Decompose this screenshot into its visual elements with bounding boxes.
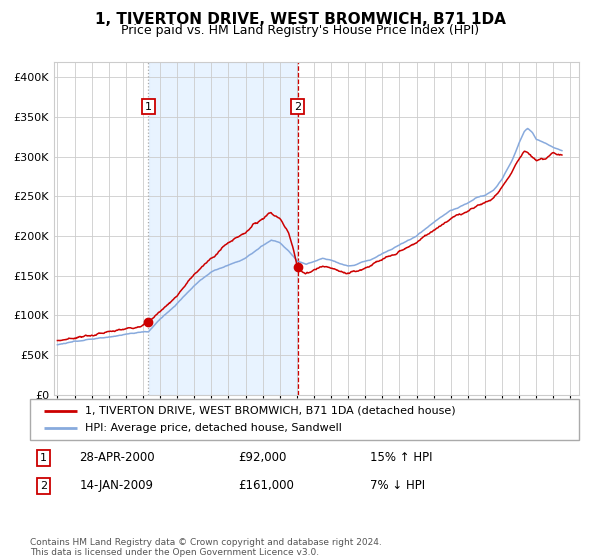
Text: 28-APR-2000: 28-APR-2000 [79, 451, 155, 464]
Text: Contains HM Land Registry data © Crown copyright and database right 2024.
This d: Contains HM Land Registry data © Crown c… [30, 538, 382, 557]
Text: 2: 2 [40, 481, 47, 491]
Text: 15% ↑ HPI: 15% ↑ HPI [370, 451, 433, 464]
Text: 1: 1 [40, 453, 47, 463]
Text: 1: 1 [145, 101, 152, 111]
Text: 2: 2 [294, 101, 301, 111]
FancyBboxPatch shape [30, 399, 579, 440]
Text: Price paid vs. HM Land Registry's House Price Index (HPI): Price paid vs. HM Land Registry's House … [121, 24, 479, 37]
Text: HPI: Average price, detached house, Sandwell: HPI: Average price, detached house, Sand… [85, 423, 342, 433]
Text: 7% ↓ HPI: 7% ↓ HPI [370, 479, 425, 492]
Text: £161,000: £161,000 [239, 479, 295, 492]
Text: £92,000: £92,000 [239, 451, 287, 464]
Text: 1, TIVERTON DRIVE, WEST BROMWICH, B71 1DA: 1, TIVERTON DRIVE, WEST BROMWICH, B71 1D… [95, 12, 505, 27]
Text: 1, TIVERTON DRIVE, WEST BROMWICH, B71 1DA (detached house): 1, TIVERTON DRIVE, WEST BROMWICH, B71 1D… [85, 405, 455, 416]
Text: 14-JAN-2009: 14-JAN-2009 [79, 479, 154, 492]
